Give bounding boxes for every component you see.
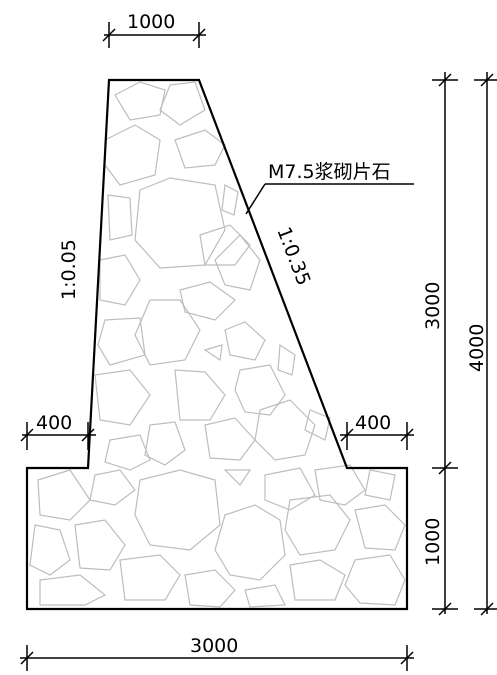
dim-right-step-label: 400: [355, 412, 391, 434]
dim-top-width-label: 1000: [127, 11, 175, 33]
dim-right-step: [340, 422, 414, 450]
material-leader: [245, 183, 414, 215]
back-slope-label: 1:0.35: [272, 224, 314, 289]
dim-base-width: [20, 645, 414, 671]
dim-vertical-inner: [432, 72, 458, 616]
dim-wall-height-label: 3000: [422, 282, 444, 330]
dim-left-step: [20, 422, 96, 450]
front-slope-label: 1:0.05: [58, 239, 80, 300]
dim-base-width-label: 3000: [190, 635, 238, 657]
stone-masonry-pattern: [29, 81, 406, 608]
dim-left-step-label: 400: [36, 412, 72, 434]
material-label: M7.5浆砌片石: [268, 161, 391, 183]
wall-outline: [25, 78, 409, 611]
dim-base-height-label: 1000: [422, 518, 444, 566]
dim-vertical-outer: [474, 72, 497, 616]
dim-total-height-label: 4000: [466, 324, 488, 372]
dim-top-width: [102, 22, 206, 48]
